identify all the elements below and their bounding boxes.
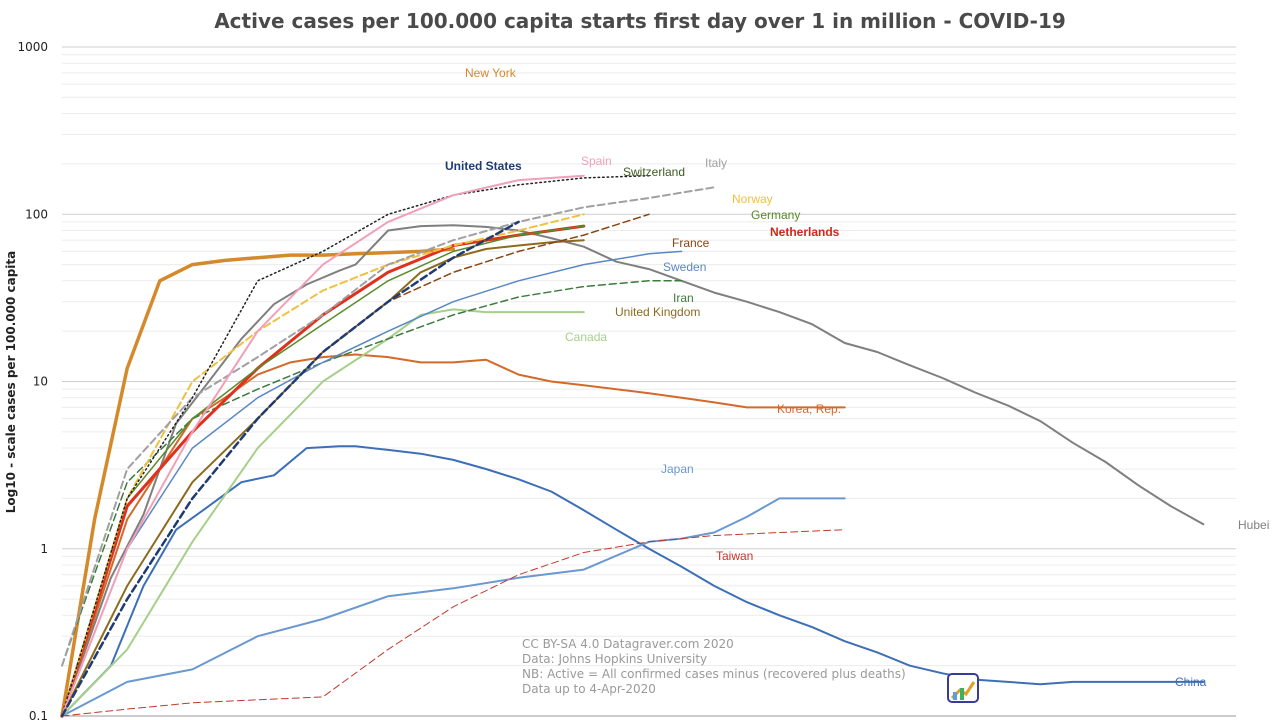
- series-line-germany: [61, 225, 585, 717]
- series-label-new-york: New York: [465, 66, 517, 80]
- grid: [62, 46, 1236, 717]
- y-tick-label: 10: [33, 375, 48, 389]
- series-line-spain: [61, 174, 585, 717]
- series-label-netherlands: Netherlands: [770, 225, 840, 239]
- series-line-canada: [61, 308, 585, 717]
- logo-icon: [947, 673, 979, 703]
- series-label-united-states: United States: [445, 159, 522, 173]
- series-line-new-york: [60, 247, 456, 718]
- note-source: Data: Johns Hopkins University: [522, 652, 707, 666]
- series-label-germany: Germany: [751, 208, 800, 222]
- y-tick-label: 1000: [17, 40, 48, 54]
- series-line-switzerland: [61, 174, 650, 717]
- source-notes: CC BY-SA 4.0 Datagraver.com 2020 Data: J…: [522, 637, 906, 696]
- y-ticks: 0.1 1 10 100 1000: [17, 40, 48, 720]
- series-label-norway: Norway: [732, 192, 773, 206]
- series-line-hubei: [61, 224, 1205, 717]
- series-line-united-kingdom: [61, 239, 585, 717]
- y-tick-label: 0.1: [29, 709, 48, 720]
- series-label-taiwan: Taiwan: [716, 549, 753, 563]
- series-line-italy: [61, 186, 716, 667]
- series-line-sweden: [61, 250, 683, 717]
- series-line-taiwan: [61, 529, 846, 717]
- series-line-iran: [61, 280, 683, 667]
- y-tick-label: 1: [40, 542, 48, 556]
- y-tick-label: 100: [25, 207, 48, 221]
- series-label-united-kingdom: United Kingdom: [615, 305, 700, 319]
- series-label-canada: Canada: [565, 330, 607, 344]
- series-label-korea-rep: Korea, Rep.: [777, 402, 841, 416]
- series-line-norway: [61, 213, 585, 717]
- series-label-italy: Italy: [705, 156, 727, 170]
- series-line-china: [61, 445, 1205, 717]
- series-line-netherlands: [60, 224, 586, 718]
- series-label-france: France: [672, 236, 710, 250]
- series-lines: [60, 174, 1205, 718]
- series-label-iran: Iran: [673, 291, 694, 305]
- series-line-united-states: [60, 220, 520, 718]
- series-label-spain: Spain: [581, 154, 612, 168]
- note-definition: NB: Active = All confirmed cases minus (…: [522, 667, 906, 681]
- note-date: Data up to 4-Apr-2020: [522, 682, 656, 696]
- series-label-sweden: Sweden: [663, 260, 706, 274]
- y-axis-label: Log10 - scale cases per 100.000 capita: [4, 251, 18, 514]
- series-line-korea-rep: [61, 353, 846, 717]
- series-labels: New York Hubei China Japan Taiwan Korea, Rep.…: [445, 66, 1269, 689]
- series-line-japan: [61, 497, 846, 717]
- series-label-switzerland: Switzerland: [623, 165, 685, 179]
- series-label-china: China: [1175, 675, 1207, 689]
- note-license: CC BY-SA 4.0 Datagraver.com 2020: [522, 637, 734, 651]
- series-label-japan: Japan: [661, 462, 694, 476]
- chart-title: Active cases per 100.000 capita starts f…: [214, 9, 1066, 33]
- series-label-hubei: Hubei: [1238, 518, 1269, 532]
